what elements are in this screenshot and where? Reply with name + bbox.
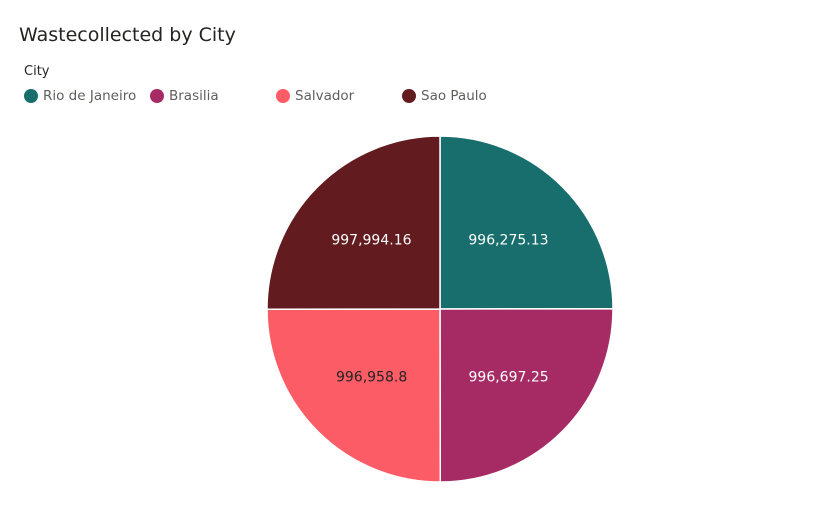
legend-item-brasilia[interactable]: Brasilia xyxy=(150,86,219,106)
legend-item-rio-de-janeiro[interactable]: Rio de Janeiro xyxy=(24,86,136,106)
legend-label-salvador: Salvador xyxy=(295,88,355,104)
data-label-salvador: 996,958.8 xyxy=(336,370,407,386)
legend: Rio de Janeiro Brasilia Salvador Sao Pau… xyxy=(0,86,834,106)
legend-dot-rio-de-janeiro xyxy=(24,89,38,103)
pie-slice-salvador[interactable] xyxy=(266,308,442,483)
pie-slice-sao-paulo[interactable] xyxy=(266,135,441,311)
legend-dot-salvador xyxy=(276,89,290,103)
legend-label-rio-de-janeiro: Rio de Janeiro xyxy=(43,88,137,104)
data-label-sao-paulo: 997,994.16 xyxy=(331,233,411,249)
legend-item-sao-paulo[interactable]: Sao Paulo xyxy=(402,86,487,106)
pie-slice-brasilia[interactable] xyxy=(439,308,614,483)
legend-dot-brasilia xyxy=(150,89,164,103)
legend-label-sao-paulo: Sao Paulo xyxy=(421,88,487,104)
legend-label-brasilia: Brasilia xyxy=(169,88,219,104)
data-label-brasilia: 996,697.25 xyxy=(469,369,549,385)
legend-item-salvador[interactable]: Salvador xyxy=(276,86,354,106)
legend-title: City xyxy=(24,64,50,79)
pie-slice-rio-de-janeiro[interactable] xyxy=(439,135,614,310)
legend-dot-sao-paulo xyxy=(402,89,416,103)
chart-title: Wastecollected by City xyxy=(19,24,236,46)
data-label-rio-de-janeiro: 996,275.13 xyxy=(468,232,548,248)
